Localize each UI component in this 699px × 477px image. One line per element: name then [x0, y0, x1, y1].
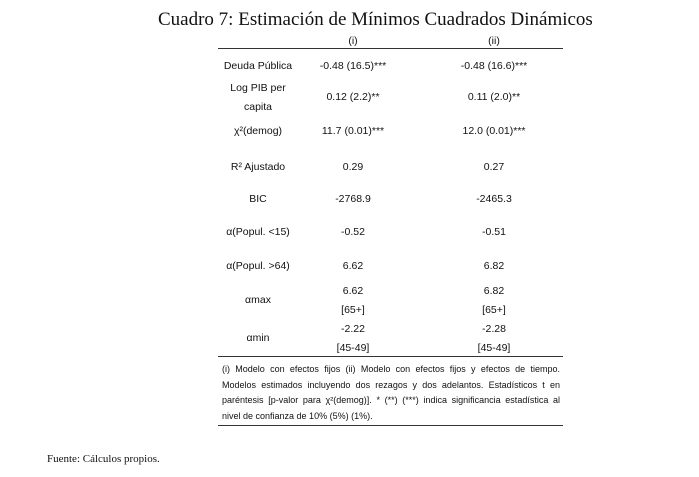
- cell-value: 0.12 (2.2)**: [326, 91, 380, 103]
- cell-value: -0.51: [482, 226, 506, 238]
- cell-value: 12.0 (0.01)***: [462, 125, 526, 137]
- table-note: paréntesis [p-valor para χ²(demog)]. * (…: [222, 395, 560, 405]
- cell-value: -2768.9: [335, 193, 371, 205]
- cell-value: [45-49]: [336, 341, 370, 354]
- column-header: (ii): [488, 35, 500, 47]
- cell-value: 11.7 (0.01)***: [321, 125, 385, 137]
- cell-value: 6.82: [483, 284, 505, 297]
- row-label: αmin: [246, 332, 270, 344]
- bottom-rule: [218, 425, 563, 426]
- row-label: R² Ajustado: [230, 161, 286, 173]
- row-label: capita: [243, 100, 273, 113]
- cell-value: -0.48 (16.5)***: [319, 60, 387, 72]
- cell-value: 6.62: [342, 284, 364, 297]
- column-header: (i): [348, 35, 358, 47]
- cell-value: [45-49]: [477, 341, 511, 354]
- table-title: Cuadro 7: Estimación de Mínimos Cuadrado…: [158, 9, 593, 30]
- body-rule: [218, 356, 563, 357]
- table-note: (i) Modelo con efectos fijos (ii) Modelo…: [222, 364, 560, 374]
- cell-value: -2.22: [341, 322, 365, 335]
- cell-value: 0.29: [342, 161, 364, 173]
- cell-value: [65+]: [482, 303, 506, 316]
- table-note: Modelos estimados incluyendo dos rezagos…: [222, 379, 560, 390]
- row-label: BIC: [249, 193, 267, 205]
- row-label: α(Popul. >64): [226, 260, 290, 272]
- row-label: χ²(demog): [233, 125, 283, 137]
- cell-value: -2.28: [482, 322, 506, 335]
- cell-value: 0.11 (2.0)**: [467, 91, 521, 103]
- cell-value: 6.62: [342, 260, 364, 272]
- cell-value: -2465.3: [476, 193, 512, 205]
- row-label: αmax: [245, 294, 271, 306]
- row-label: Deuda Pública: [223, 60, 293, 72]
- cell-value: -0.52: [341, 226, 365, 238]
- row-label: Log PIB per: [230, 81, 286, 94]
- cell-value: [65+]: [341, 303, 365, 316]
- source-note: Fuente: Cálculos propios.: [47, 453, 160, 465]
- cell-value: -0.48 (16.6)***: [460, 60, 528, 72]
- cell-value: 6.82: [483, 260, 505, 272]
- table-note: nivel de confianza de 10% (5%) (1%).: [222, 410, 373, 421]
- row-label: α(Popul. <15): [226, 226, 290, 238]
- header-rule: [218, 48, 563, 49]
- cell-value: 0.27: [483, 161, 505, 173]
